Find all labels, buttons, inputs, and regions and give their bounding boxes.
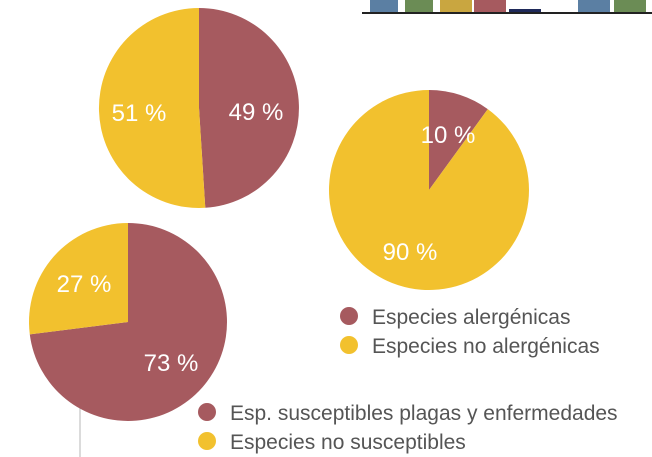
slice-percent-label: 27 %: [57, 271, 112, 298]
slice-percent-label: 90 %: [383, 239, 438, 266]
legend-label: Esp. susceptibles plagas y enfermedades: [230, 402, 618, 425]
legend-swatch-red: [198, 403, 216, 421]
legend-pie-2: Especies alergénicas Especies no alergén…: [340, 306, 600, 358]
partial-bar: [509, 9, 541, 12]
pie-slice: [28, 223, 129, 335]
legend-label: Especies alergénicas: [372, 306, 570, 329]
partial-bar: [578, 0, 610, 12]
partial-bar: [440, 0, 472, 12]
pie-slice: [429, 90, 488, 190]
legend-label: Especies no susceptibles: [230, 431, 466, 454]
slice-percent-label: 49 %: [229, 99, 284, 126]
partial-bar-chart: [362, 0, 652, 14]
legend-swatch-red: [340, 307, 358, 325]
legend-pie-3: Esp. susceptibles plagas y enfermedades …: [198, 402, 618, 454]
partial-bar: [614, 0, 646, 12]
slice-percent-label: 51 %: [112, 100, 167, 127]
legend-swatch-yellow: [340, 336, 358, 354]
pie-slice: [29, 223, 227, 422]
pie-slice: [199, 8, 299, 208]
legend-label: Especies no alergénicas: [372, 335, 600, 358]
partial-bar: [405, 0, 433, 12]
partial-bar: [370, 0, 398, 12]
legend-swatch-yellow: [198, 432, 216, 450]
slice-percent-label: 10 %: [421, 122, 476, 149]
pie-slice: [328, 90, 529, 290]
slice-percent-label: 73 %: [144, 350, 199, 377]
pie-slice: [98, 7, 206, 208]
partial-bar: [474, 0, 506, 12]
